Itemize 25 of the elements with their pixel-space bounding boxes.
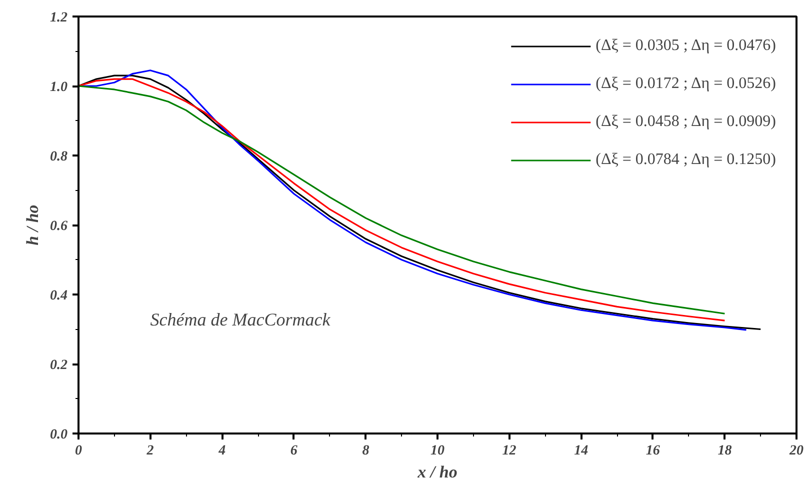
legend-label: (Δξ = 0.0784 ; Δη = 0.1250)	[596, 151, 776, 169]
x-tick-label: 2	[146, 444, 154, 458]
y-tick-label: 0.2	[50, 358, 68, 373]
x-tick-label: 6	[290, 444, 298, 458]
legend-label: (Δξ = 0.0305 ; Δη = 0.0476)	[596, 37, 776, 55]
y-tick-label: 1.0	[50, 80, 68, 95]
legend-label: (Δξ = 0.0458 ; Δη = 0.0909)	[596, 113, 776, 131]
x-tick-label: 20	[788, 444, 804, 458]
y-tick-label: 0.6	[50, 219, 68, 234]
x-tick-label: 16	[646, 444, 660, 458]
y-tick-label: 0.0	[50, 428, 68, 442]
x-tick-label: 0	[75, 444, 82, 458]
legend-label: (Δξ = 0.0172 ; Δη = 0.0526)	[596, 75, 776, 93]
x-tick-label: 14	[574, 444, 588, 458]
x-axis-title: x / ho	[416, 462, 458, 482]
x-tick-label: 10	[430, 444, 444, 458]
x-tick-label: 18	[718, 444, 732, 458]
x-tick-label: 8	[362, 444, 370, 458]
x-tick-label: 12	[502, 444, 516, 458]
y-tick-label: 1.2	[50, 10, 68, 26]
y-axis-title: h / ho	[23, 204, 42, 246]
y-tick-label: 0.4	[50, 288, 68, 304]
annotation: Schéma de MacCormack	[150, 309, 332, 330]
x-tick-label: 4	[218, 444, 226, 458]
y-tick-label: 0.8	[50, 150, 68, 164]
